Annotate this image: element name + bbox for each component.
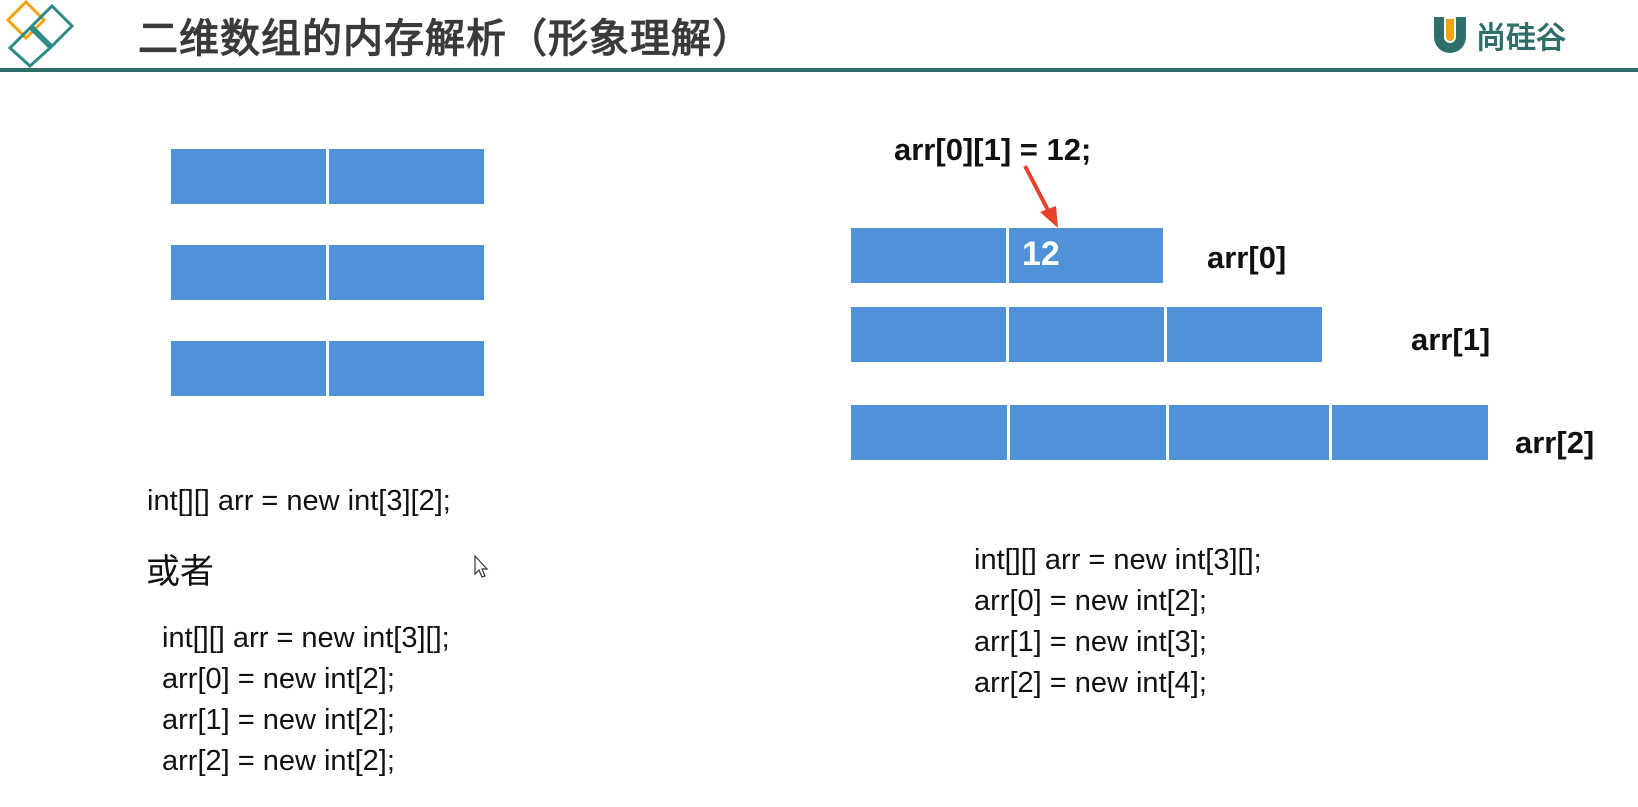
array-cell bbox=[1167, 307, 1322, 362]
array-cell bbox=[329, 341, 484, 396]
row-label-arr1: arr[1] bbox=[1411, 322, 1491, 357]
array-cell bbox=[1169, 405, 1329, 460]
array-cell bbox=[851, 405, 1007, 460]
array-cell bbox=[329, 149, 484, 204]
array-cell-0-1: 12 bbox=[1009, 228, 1163, 283]
array-cell bbox=[171, 341, 326, 396]
assignment-label: arr[0][1] = 12; bbox=[894, 132, 1092, 167]
cell-value: 12 bbox=[1022, 235, 1060, 273]
code-line: arr[0] = new int[2]; bbox=[974, 585, 1207, 617]
brand: 尚硅谷 bbox=[1430, 12, 1566, 58]
brand-logo-icon bbox=[1434, 17, 1466, 53]
array-cell bbox=[851, 307, 1006, 362]
code-line: int[][] arr = new int[3][]; bbox=[974, 544, 1262, 576]
array-cell bbox=[1332, 405, 1488, 460]
code-line: arr[2] = new int[4]; bbox=[974, 667, 1207, 699]
slide-header: 二维数组的内存解析（形象理解） 尚硅谷 bbox=[0, 0, 1638, 74]
diamond-logo-icon bbox=[5, 0, 75, 68]
code-line: arr[2] = new int[2]; bbox=[162, 745, 395, 777]
row-label-arr2: arr[2] bbox=[1515, 425, 1595, 460]
array-cell bbox=[171, 245, 326, 300]
code-line: arr[1] = new int[3]; bbox=[974, 626, 1207, 658]
left-declaration: int[][] arr = new int[3][2]; bbox=[147, 485, 451, 517]
array-cell bbox=[1009, 307, 1164, 362]
array-cell bbox=[1010, 405, 1166, 460]
array-cell bbox=[329, 245, 484, 300]
array-cell bbox=[171, 149, 326, 204]
brand-name: 尚硅谷 bbox=[1476, 21, 1566, 56]
code-line: arr[0] = new int[2]; bbox=[162, 663, 395, 695]
slide-title: 二维数组的内存解析（形象理解） bbox=[138, 16, 753, 62]
array-cell bbox=[851, 228, 1006, 283]
row-label-arr0: arr[0] bbox=[1207, 240, 1287, 275]
header-divider bbox=[0, 68, 1638, 72]
or-text: 或者 bbox=[146, 552, 214, 592]
code-line: int[][] arr = new int[3][]; bbox=[162, 622, 450, 654]
code-line: arr[1] = new int[2]; bbox=[162, 704, 395, 736]
